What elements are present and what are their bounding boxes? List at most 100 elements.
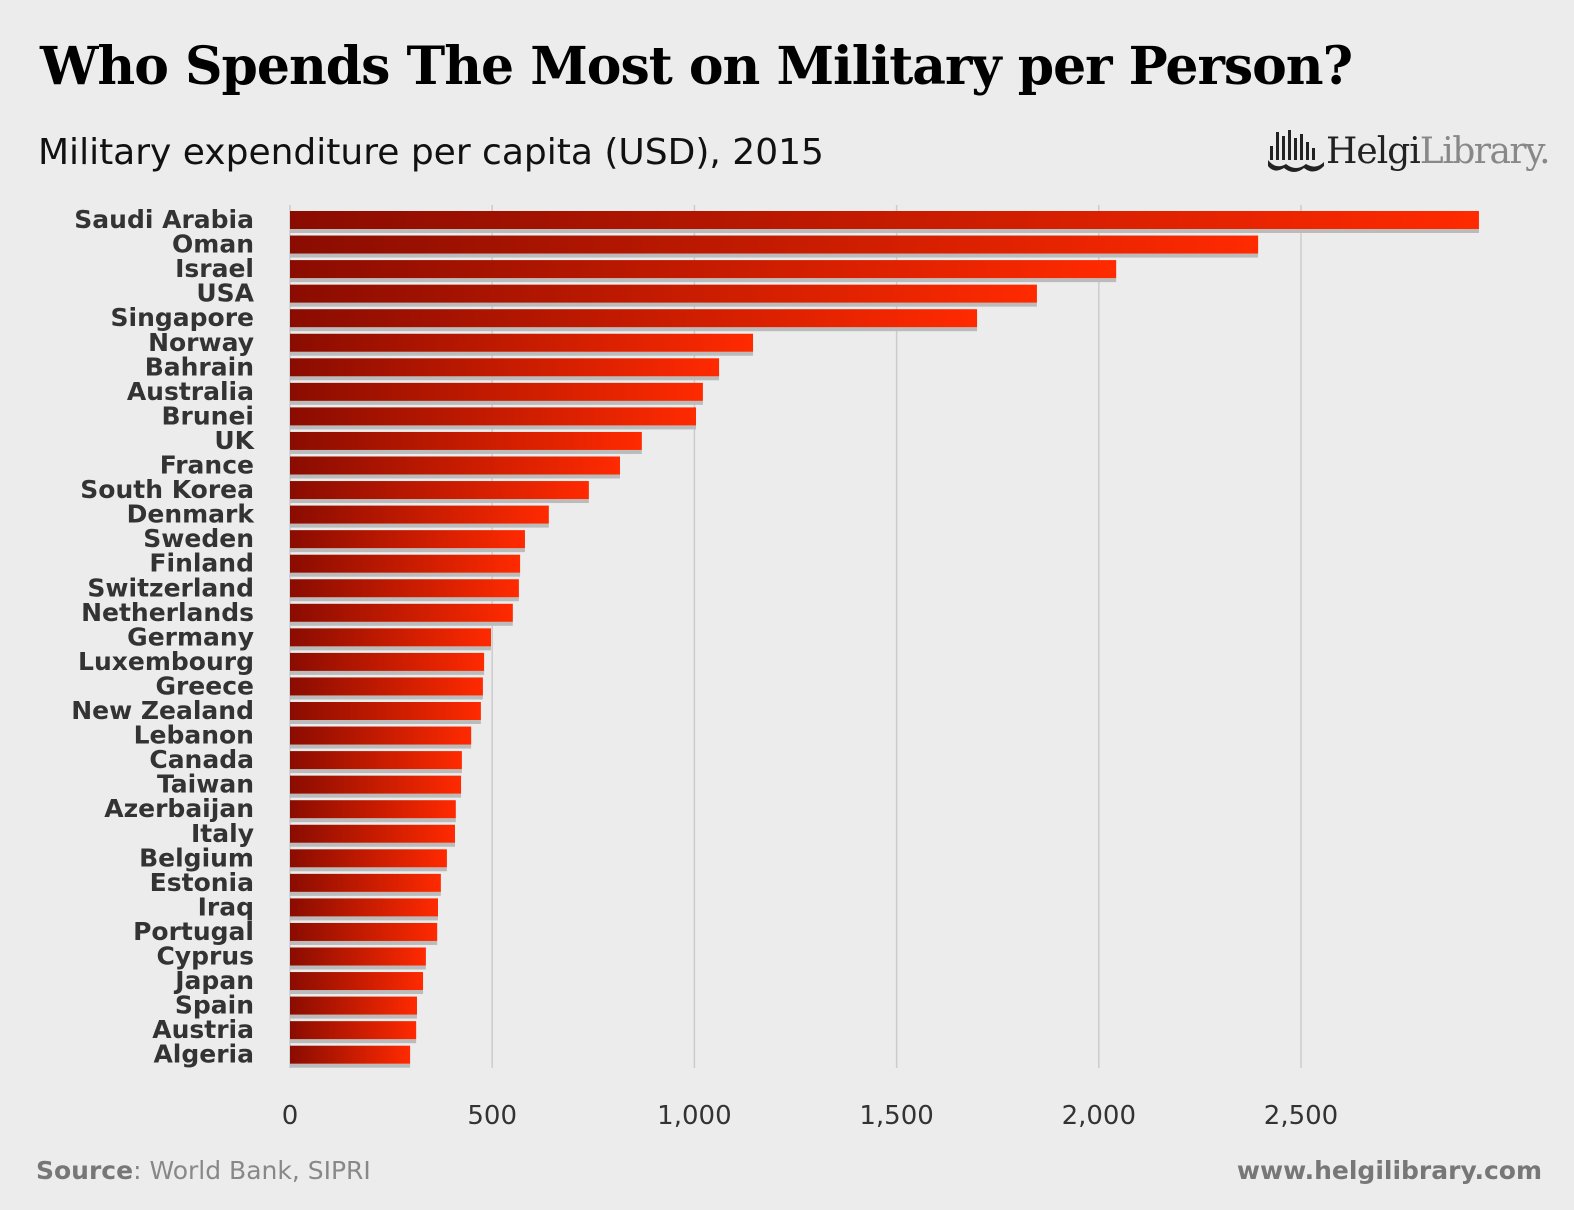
bar-saudi-arabia [290, 211, 1479, 229]
bar-brunei [290, 407, 697, 426]
bar-shadow [290, 449, 642, 454]
category-label: Lebanon [134, 721, 254, 750]
bar-shadow [290, 646, 491, 651]
bar-shadow [290, 474, 620, 479]
bar-shadow [290, 376, 720, 381]
bar-greece [290, 677, 483, 696]
category-label: Iraq [198, 892, 254, 921]
bar-shadow [290, 1039, 417, 1044]
bar-singapore [290, 309, 978, 328]
bar-shadow [290, 523, 549, 528]
bar-shadow [290, 940, 438, 945]
category-label: Saudi Arabia [74, 205, 254, 234]
bar-shadow [290, 572, 521, 577]
bar-shadow [290, 695, 483, 700]
bar-norway [290, 333, 754, 352]
category-label: Belgium [139, 843, 254, 872]
category-label: Israel [175, 254, 254, 283]
bar-shadow [290, 720, 481, 724]
bar-algeria [290, 1045, 411, 1064]
category-label: Denmark [127, 500, 256, 529]
bar-shadow [290, 597, 519, 602]
bar-shadow [290, 229, 1479, 233]
category-label: Norway [148, 328, 254, 357]
bar-usa [290, 284, 1037, 303]
bar-germany [290, 628, 491, 647]
bar-shadow [290, 965, 426, 970]
bar-estonia [290, 873, 441, 892]
bar-japan [290, 972, 424, 991]
category-label: Sweden [143, 524, 254, 553]
source-label: Source [36, 1156, 134, 1185]
bar-shadow [290, 990, 424, 995]
bar-sweden [290, 530, 525, 549]
logo-bold-text: Helgi [1326, 130, 1421, 172]
bar-austria [290, 1021, 417, 1040]
bar-shadow [290, 842, 455, 847]
category-label: France [160, 451, 254, 480]
bar-new-zealand [290, 702, 481, 720]
bar-oman [290, 235, 1259, 254]
category-label: Japan [173, 966, 254, 995]
bar-belgium [290, 849, 447, 868]
bar-shadow [290, 793, 462, 798]
category-label: Greece [155, 671, 254, 700]
bar-shadow [290, 891, 441, 896]
category-label: Algeria [153, 1040, 254, 1069]
bar-switzerland [290, 579, 519, 598]
bar-portugal [290, 922, 438, 941]
category-label: Canada [149, 745, 254, 774]
source-text: : World Bank, SIPRI [133, 1156, 371, 1185]
bar-shadow [290, 351, 754, 356]
category-label: Finland [149, 549, 254, 578]
category-label: Brunei [161, 401, 254, 430]
bar-south-korea [290, 481, 589, 500]
bar-shadow [290, 327, 978, 332]
chart-subtitle: Military expenditure per capita (USD), 2… [38, 132, 824, 173]
bar-azerbaijan [290, 800, 456, 819]
category-label: Bahrain [145, 352, 254, 381]
x-tick-label: 1,000 [657, 1101, 731, 1131]
bar-shadow [290, 548, 525, 553]
x-tick-label: 2,000 [1062, 1101, 1136, 1131]
bar-shadow [290, 278, 1117, 283]
category-label: South Korea [80, 475, 254, 504]
bar-israel [290, 260, 1117, 279]
category-label: Spain [175, 991, 254, 1020]
bar-canada [290, 751, 462, 770]
category-label: Estonia [150, 868, 254, 897]
bar-italy [290, 824, 455, 843]
bar-shadow [290, 670, 485, 675]
bar-shadow [290, 253, 1259, 258]
bar-netherlands [290, 603, 513, 622]
bar-lebanon [290, 726, 472, 745]
logo-light-text: Library. [1419, 130, 1551, 172]
bar-denmark [290, 505, 549, 524]
source-note: Source: World Bank, SIPRI [36, 1156, 371, 1185]
bar-iraq [290, 898, 439, 917]
bar-shadow [290, 744, 472, 749]
bar-shadow [290, 1063, 411, 1068]
category-label: Taiwan [157, 770, 254, 799]
x-tick-label: 2,500 [1264, 1101, 1338, 1131]
bar-france [290, 456, 620, 475]
category-label: Italy [191, 819, 254, 848]
category-label: Germany [127, 622, 254, 651]
x-tick-label: 1,500 [859, 1101, 933, 1131]
category-label: Luxembourg [78, 647, 254, 676]
x-tick-label: 0 [282, 1101, 299, 1131]
bar-taiwan [290, 775, 462, 794]
bar-shadow [290, 400, 703, 405]
bar-shadow [290, 621, 513, 626]
category-label: Oman [172, 230, 254, 259]
category-label: Singapore [111, 303, 255, 332]
bar-shadow [290, 302, 1037, 307]
helgilibrary-logo: Helgi Library. [1266, 126, 1551, 176]
category-label: Austria [152, 1015, 254, 1044]
bar-shadow [290, 499, 589, 504]
bar-luxembourg [290, 652, 485, 671]
bar-australia [290, 382, 703, 401]
bar-shadow [290, 867, 447, 872]
bar-bahrain [290, 358, 720, 377]
